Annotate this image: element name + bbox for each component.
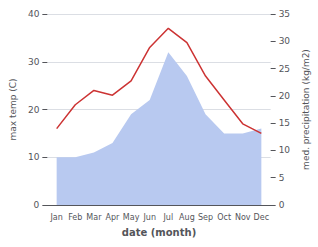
svg-text:Apr: Apr [106, 213, 121, 222]
svg-text:20: 20 [28, 105, 40, 115]
svg-text:Nov: Nov [235, 213, 251, 222]
svg-text:0: 0 [34, 200, 40, 210]
svg-text:Sep: Sep [198, 213, 213, 222]
svg-text:Jul: Jul [162, 213, 173, 222]
svg-text:0: 0 [279, 200, 285, 210]
svg-text:Aug: Aug [179, 213, 195, 222]
svg-text:15: 15 [279, 118, 290, 128]
svg-text:30: 30 [279, 36, 291, 46]
svg-text:30: 30 [28, 57, 40, 67]
svg-text:10: 10 [28, 152, 40, 162]
svg-text:Jan: Jan [49, 213, 62, 222]
svg-text:Dec: Dec [254, 213, 269, 222]
svg-text:20: 20 [279, 91, 291, 101]
svg-text:Oct: Oct [217, 213, 231, 222]
svg-text:40: 40 [28, 9, 40, 19]
svg-text:10: 10 [279, 145, 291, 155]
svg-text:May: May [123, 213, 140, 222]
svg-text:date (month): date (month) [122, 227, 196, 238]
svg-text:Mar: Mar [86, 213, 102, 222]
svg-text:Feb: Feb [68, 213, 82, 222]
svg-text:25: 25 [279, 64, 290, 74]
svg-text:med. precipitation (kg/m2): med. precipitation (kg/m2) [301, 49, 311, 170]
svg-text:35: 35 [279, 9, 290, 19]
svg-text:5: 5 [279, 173, 285, 183]
svg-text:max temp (C): max temp (C) [8, 78, 18, 140]
svg-text:Jun: Jun [142, 213, 156, 222]
